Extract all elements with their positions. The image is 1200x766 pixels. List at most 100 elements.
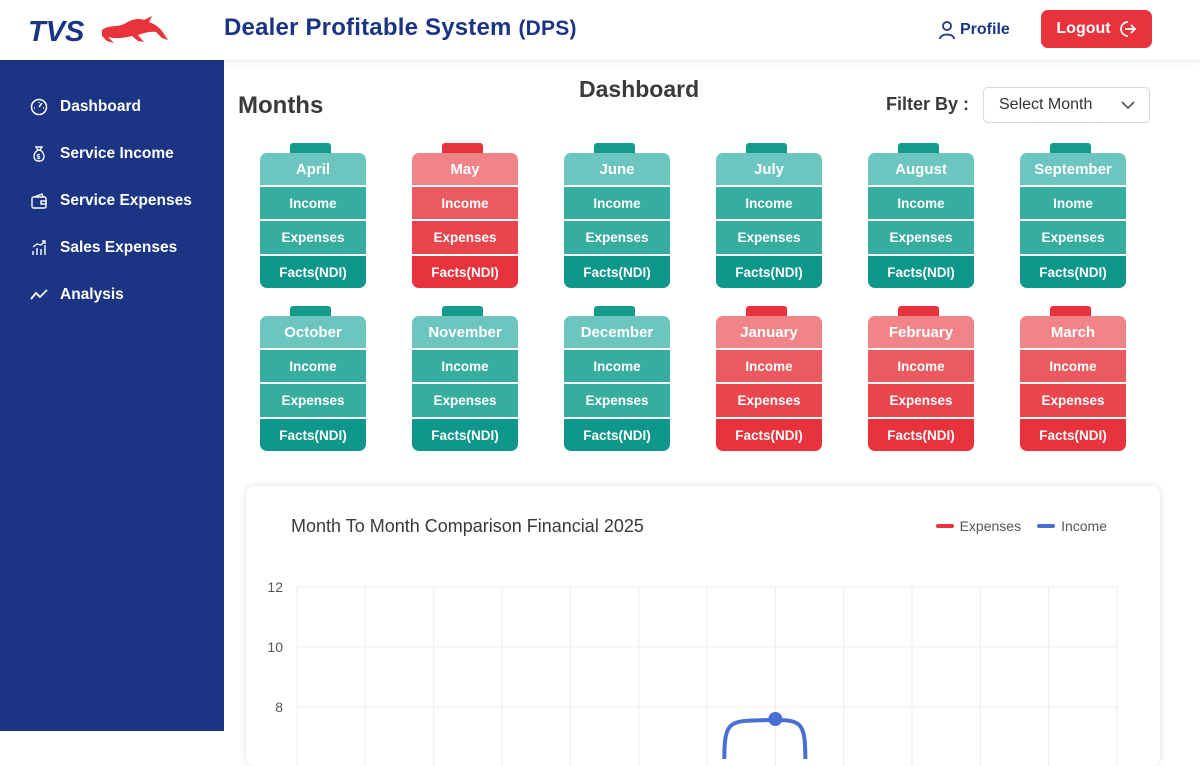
month-income-button[interactable]: Income — [564, 350, 670, 382]
legend-swatch-expenses — [935, 524, 954, 528]
month-expenses-button[interactable]: Expenses — [260, 221, 366, 254]
month-expenses-button[interactable]: Expenses — [716, 221, 822, 254]
legend-label-income: Income — [1061, 518, 1107, 534]
logout-label: Logout — [1056, 20, 1111, 37]
chart-legend: Expenses Income — [935, 518, 1107, 534]
month-income-button[interactable]: Income — [260, 187, 366, 219]
month-expenses-button[interactable]: Expenses — [1020, 221, 1126, 254]
month-facts-button[interactable]: Facts(NDI) — [412, 419, 518, 451]
wallet-icon — [31, 193, 47, 209]
month-card-tab — [290, 306, 331, 318]
logout-icon — [1119, 21, 1136, 37]
months-heading: Months — [238, 92, 324, 119]
month-income-button[interactable]: Income — [1020, 350, 1126, 382]
month-expenses-button[interactable]: Expenses — [716, 384, 822, 417]
tvs-logo[interactable]: TVS — [28, 14, 174, 46]
app-title-abbr: (DPS) — [518, 17, 577, 40]
month-income-button[interactable]: Income — [868, 350, 974, 382]
filter-label: Filter By : — [886, 94, 970, 114]
month-select[interactable]: Select Month — [983, 87, 1150, 123]
y-tick-label: 8 — [275, 699, 283, 715]
sidebar-item-sales-expenses[interactable]: Sales Expenses — [30, 239, 177, 257]
money-bag-icon: $ — [33, 146, 45, 162]
month-income-button[interactable]: Income — [260, 350, 366, 382]
income-data-point[interactable] — [768, 712, 783, 726]
month-income-button[interactable]: Income — [412, 187, 518, 219]
month-facts-button[interactable]: Facts(NDI) — [716, 419, 822, 451]
month-name[interactable]: December — [564, 316, 670, 348]
month-facts-button[interactable]: Facts(NDI) — [260, 419, 366, 451]
month-expenses-button[interactable]: Expenses — [564, 221, 670, 254]
month-income-button[interactable]: Income — [564, 187, 670, 219]
month-expenses-button[interactable]: Expenses — [412, 221, 518, 254]
month-expenses-button[interactable]: Expenses — [1020, 384, 1126, 417]
month-income-button[interactable]: Income — [868, 187, 974, 219]
month-name[interactable]: February — [868, 316, 974, 348]
month-card-tab — [290, 143, 331, 155]
month-expenses-button[interactable]: Expenses — [868, 221, 974, 254]
horse-icon — [102, 16, 168, 43]
trend-line-icon — [30, 289, 48, 300]
svg-text:$: $ — [37, 154, 41, 161]
month-name[interactable]: July — [716, 153, 822, 185]
page-title: Dashboard — [579, 76, 700, 102]
chart-title: Month To Month Comparison Financial 2025 — [291, 516, 644, 536]
month-income-button[interactable]: Income — [716, 350, 822, 382]
month-facts-button[interactable]: Facts(NDI) — [868, 256, 974, 288]
sidebar-item-service-expenses[interactable]: Service Expenses — [30, 192, 192, 210]
month-card-tab — [594, 143, 635, 155]
month-facts-button[interactable]: Facts(NDI) — [1020, 419, 1126, 451]
month-facts-button[interactable]: Facts(NDI) — [564, 256, 670, 288]
month-name[interactable]: June — [564, 153, 670, 185]
month-facts-button[interactable]: Facts(NDI) — [564, 419, 670, 451]
month-card-tab — [442, 306, 483, 318]
chart-card: Month To Month Comparison Financial 2025… — [246, 486, 1160, 766]
month-expenses-button[interactable]: Expenses — [260, 384, 366, 417]
month-name[interactable]: April — [260, 153, 366, 185]
month-expenses-button[interactable]: Expenses — [868, 384, 974, 417]
month-name[interactable]: January — [716, 316, 822, 348]
profile-link[interactable]: Profile — [938, 20, 1010, 40]
y-tick-label: 12 — [267, 579, 283, 595]
top-bar: TVS Dealer Profitable System (DPS) Profi… — [0, 0, 1200, 60]
sidebar-item-dashboard[interactable]: Dashboard — [30, 98, 141, 116]
month-income-button[interactable]: Income — [412, 350, 518, 382]
legend-label-expenses: Expenses — [959, 518, 1022, 534]
month-facts-button[interactable]: Facts(NDI) — [716, 256, 822, 288]
month-expenses-button[interactable]: Expenses — [412, 384, 518, 417]
sidebar-item-analysis[interactable]: Analysis — [30, 286, 124, 304]
month-card-tab — [746, 306, 787, 318]
month-card-tab — [1050, 306, 1091, 318]
sidebar-item-label: Sales Expenses — [60, 239, 178, 256]
month-name[interactable]: November — [412, 316, 518, 348]
month-name[interactable]: May — [412, 153, 518, 185]
sidebar-item-label: Service Income — [60, 145, 174, 162]
legend-swatch-income — [1037, 524, 1056, 528]
app-title: Dealer Profitable System (DPS) — [224, 14, 577, 42]
sidebar-item-service-income[interactable]: $ Service Income — [30, 145, 174, 163]
user-icon — [939, 21, 955, 40]
legend-item-expenses[interactable]: Expenses — [935, 518, 1022, 534]
month-income-button[interactable]: Income — [716, 187, 822, 219]
month-income-button[interactable]: Inome — [1020, 187, 1126, 219]
month-name[interactable]: September — [1020, 153, 1126, 185]
bar-chart-icon — [32, 240, 46, 255]
month-facts-button[interactable]: Facts(NDI) — [260, 256, 366, 288]
month-facts-button[interactable]: Facts(NDI) — [1020, 256, 1126, 288]
month-facts-button[interactable]: Facts(NDI) — [412, 256, 518, 288]
month-name[interactable]: October — [260, 316, 366, 348]
month-name[interactable]: March — [1020, 316, 1126, 348]
month-card-tab — [898, 306, 939, 318]
month-select-value: Select Month — [999, 96, 1093, 113]
legend-item-income[interactable]: Income — [1037, 518, 1107, 534]
chevron-down-icon — [1121, 101, 1135, 110]
month-facts-button[interactable]: Facts(NDI) — [868, 419, 974, 451]
logout-button[interactable]: Logout — [1041, 10, 1152, 48]
month-card-tab — [746, 143, 787, 155]
month-card-tab — [442, 143, 483, 155]
app-title-text: Dealer Profitable System — [224, 14, 512, 41]
month-expenses-button[interactable]: Expenses — [564, 384, 670, 417]
gauge-icon — [30, 98, 48, 116]
month-name[interactable]: August — [868, 153, 974, 185]
profile-label: Profile — [960, 21, 1010, 38]
